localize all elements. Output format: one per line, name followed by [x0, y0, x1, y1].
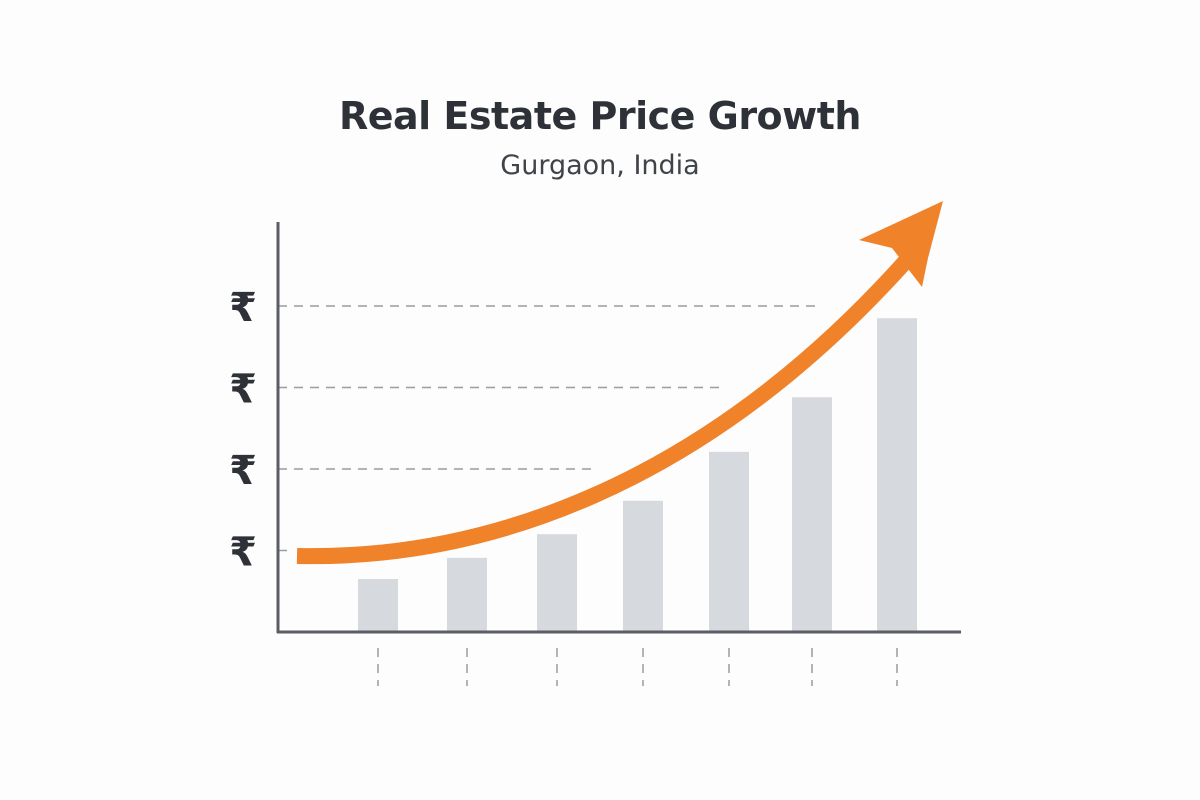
y-tick-label: ₹: [229, 530, 257, 576]
bar: [877, 318, 917, 632]
bar: [537, 534, 577, 632]
y-tick-label: ₹: [229, 285, 257, 331]
trend-arrow-shaft: [296, 256, 911, 565]
bar: [623, 500, 663, 632]
y-tick-label: ₹: [229, 448, 257, 494]
bar: [447, 557, 487, 632]
bar: [792, 397, 832, 632]
bar: [709, 451, 749, 632]
y-tick-label: ₹: [229, 367, 257, 413]
trend-arrow-head: [859, 201, 943, 287]
chart-title: Real Estate Price Growth: [339, 94, 862, 138]
bar: [358, 579, 398, 632]
chart-subtitle: Gurgaon, India: [500, 150, 700, 181]
